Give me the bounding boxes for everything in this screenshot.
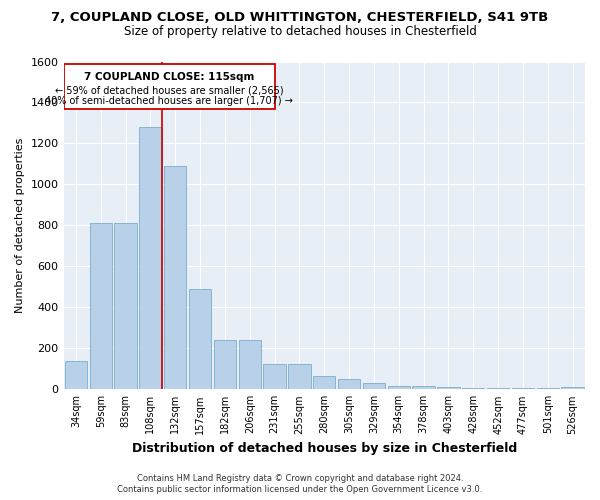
Bar [512,388,534,390]
Text: 7 COUPLAND CLOSE: 115sqm: 7 COUPLAND CLOSE: 115sqm [84,72,254,82]
Bar [65,360,87,390]
Bar [487,388,509,390]
Bar [288,364,311,390]
Bar [263,364,286,390]
Bar [437,388,460,390]
Text: Size of property relative to detached houses in Chesterfield: Size of property relative to detached ho… [124,25,476,38]
Bar [462,388,484,390]
Bar [64,64,275,108]
Bar [139,127,161,390]
Bar [412,386,435,390]
Bar [115,224,137,390]
Text: 40% of semi-detached houses are larger (1,707) →: 40% of semi-detached houses are larger (… [45,96,293,106]
Text: 7, COUPLAND CLOSE, OLD WHITTINGTON, CHESTERFIELD, S41 9TB: 7, COUPLAND CLOSE, OLD WHITTINGTON, CHES… [52,11,548,24]
Text: ← 59% of detached houses are smaller (2,565): ← 59% of detached houses are smaller (2,… [55,85,283,95]
Bar [189,289,211,390]
Bar [388,386,410,390]
Bar [164,166,187,390]
Bar [313,376,335,390]
Bar [562,388,584,390]
Text: Contains HM Land Registry data © Crown copyright and database right 2024.
Contai: Contains HM Land Registry data © Crown c… [118,474,482,494]
Bar [536,388,559,390]
Bar [239,340,261,390]
Y-axis label: Number of detached properties: Number of detached properties [15,138,25,313]
Bar [214,340,236,390]
Bar [363,383,385,390]
Bar [89,224,112,390]
Bar [338,379,360,390]
X-axis label: Distribution of detached houses by size in Chesterfield: Distribution of detached houses by size … [131,442,517,455]
